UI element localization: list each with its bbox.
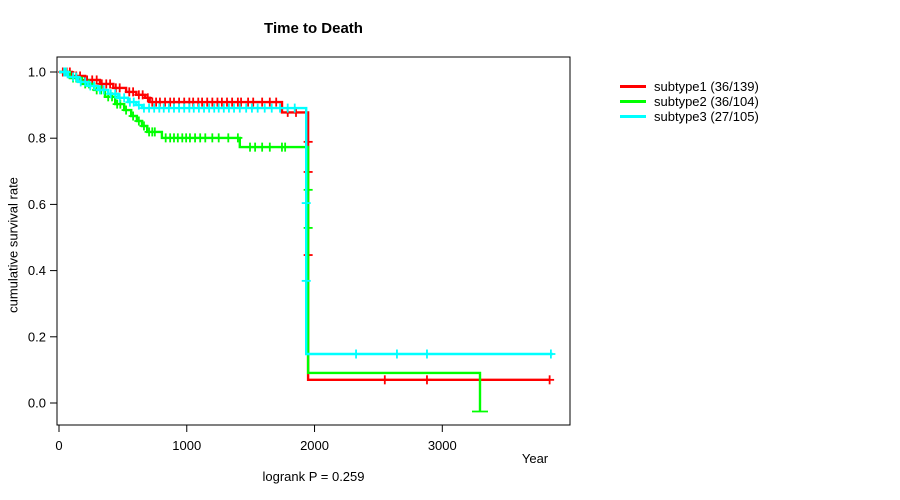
x-tick-label: 0	[55, 438, 62, 453]
censor-marks-subtype3	[59, 67, 556, 359]
legend-item-1: subtype1 (36/139)	[620, 79, 759, 94]
legend-label: subtype1 (36/139)	[654, 79, 759, 94]
y-tick-label: 1.0	[28, 65, 46, 80]
y-tick-label: 0.4	[28, 263, 46, 278]
legend-line-swatch	[620, 115, 646, 118]
chart-title: Time to Death	[264, 20, 363, 37]
legend-label: subtype3 (27/105)	[654, 109, 759, 124]
series-subtype3	[59, 67, 556, 359]
y-tick-label: 0.8	[28, 131, 46, 146]
x-tick-label: 1000	[172, 438, 201, 453]
censor-marks-subtype2	[60, 67, 313, 233]
plot-frame	[56, 56, 571, 426]
legend: subtype1 (36/139) subtype2 (36/104) subtyp…	[620, 79, 759, 124]
x-tick-label: 3000	[428, 438, 457, 453]
legend-item-3: subtype3 (27/105)	[620, 109, 759, 124]
y-tick-label: 0.6	[28, 197, 46, 212]
series-subtype2	[59, 67, 488, 413]
x-axis-title: Year	[521, 451, 549, 466]
legend-line-swatch	[620, 100, 646, 103]
logrank-annotation: logrank P = 0.259	[262, 469, 365, 484]
x-tick-label: 2000	[300, 438, 329, 453]
y-tick-label: 0.2	[28, 329, 46, 344]
legend-line-swatch	[620, 85, 646, 88]
legend-item-2: subtype2 (36/104)	[620, 94, 759, 109]
legend-label: subtype2 (36/104)	[654, 94, 759, 109]
y-tick-label: 0.0	[28, 396, 46, 411]
